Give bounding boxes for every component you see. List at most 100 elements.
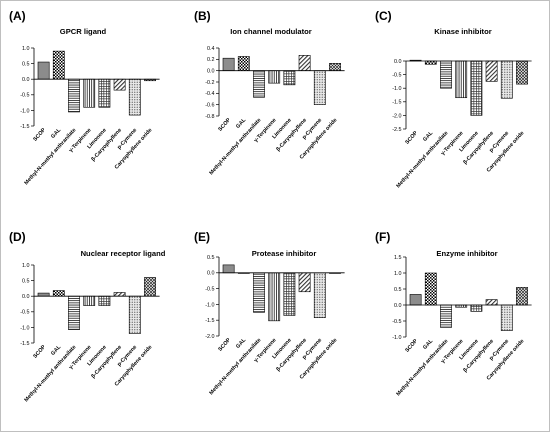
bar-1 xyxy=(222,264,235,274)
bar-6 xyxy=(485,299,498,306)
y-tick-label: 1.0 xyxy=(22,46,30,52)
chart-title: Kinase inhibitor xyxy=(434,27,491,36)
bar-8 xyxy=(516,287,528,306)
bar-3 xyxy=(253,272,265,313)
y-tick-label: -2.0 xyxy=(392,113,401,119)
bar-3 xyxy=(440,60,452,89)
bar-2 xyxy=(52,50,65,80)
category-label: GAL xyxy=(235,117,248,130)
chart-title: Nuclear receptor ligand xyxy=(81,249,166,258)
bar-3 xyxy=(253,70,265,98)
y-tick-label: -1.0 xyxy=(392,335,401,341)
y-tick-label: 0.5 xyxy=(394,287,402,293)
chart-title: Enzyme inhibitor xyxy=(436,249,497,258)
chart-title: GPCR ligand xyxy=(60,27,107,36)
y-tick-label: -2.5 xyxy=(392,127,401,133)
bar-2 xyxy=(424,272,437,306)
bar-6 xyxy=(298,55,311,71)
bar-3 xyxy=(68,78,80,113)
y-tick-label: -1.5 xyxy=(392,100,401,106)
bar-5 xyxy=(98,78,111,108)
bar-6 xyxy=(113,78,126,91)
bar-6 xyxy=(485,60,498,82)
y-tick-label: -1.0 xyxy=(392,86,401,92)
panel-letter: (C) xyxy=(375,9,392,23)
y-tick-label: 0.0 xyxy=(394,59,402,65)
bar-7 xyxy=(500,60,513,99)
bar-5 xyxy=(98,295,111,306)
y-tick-label: 0.5 xyxy=(207,255,215,261)
bar-2 xyxy=(52,290,65,297)
bar-1 xyxy=(222,57,235,71)
bar-4 xyxy=(268,70,281,84)
bar-6 xyxy=(298,272,311,293)
y-tick-label: -0.5 xyxy=(205,287,214,293)
bar-3 xyxy=(68,295,80,330)
bar-4 xyxy=(268,272,281,322)
y-tick-label: 0.2 xyxy=(207,57,215,63)
y-tick-label: -2.0 xyxy=(205,334,214,340)
category-label: GAL xyxy=(50,344,63,357)
y-tick-label: 0.5 xyxy=(22,62,30,68)
bar-2 xyxy=(424,60,437,65)
category-label: SCOP xyxy=(32,127,47,143)
chart-panel-2: (B) Ion channel modulator 0.4 0.2 0.0 -0.2 -0.… xyxy=(194,9,345,176)
y-tick-label: 0.0 xyxy=(207,69,215,75)
bar-8 xyxy=(329,62,341,71)
y-tick-label: 1.0 xyxy=(394,271,402,277)
y-tick-label: -0.4 xyxy=(205,91,214,97)
y-tick-label: -1.0 xyxy=(205,302,214,308)
chart-title: Protease inhibitor xyxy=(252,249,317,258)
bar-3 xyxy=(440,304,452,328)
category-label: SCOP xyxy=(404,338,419,354)
y-tick-label: 0.0 xyxy=(22,294,30,300)
y-tick-label: -0.6 xyxy=(205,103,214,109)
category-label: SCOP xyxy=(217,117,232,133)
y-tick-label: -0.5 xyxy=(392,73,401,79)
bar-1 xyxy=(409,294,422,306)
panel-letter: (A) xyxy=(9,9,26,23)
category-label: SCOP xyxy=(32,344,47,360)
y-tick-label: 1.0 xyxy=(22,263,30,269)
y-tick-label: 1.5 xyxy=(394,255,402,261)
y-tick-label: -0.5 xyxy=(20,93,29,99)
chart-panel-4: (D) Nuclear receptor ligand 1.0 0.5 0.0 -0.5 -… xyxy=(9,230,166,403)
panel-letter: (D) xyxy=(9,230,26,244)
panel-letter: (B) xyxy=(194,9,211,23)
bar-2 xyxy=(237,56,250,71)
y-tick-label: -1.5 xyxy=(205,318,214,324)
category-label: GAL xyxy=(50,127,63,140)
bar-5 xyxy=(470,304,483,312)
panel-letter: (F) xyxy=(375,230,390,244)
chart-title: Ion channel modulator xyxy=(230,27,311,36)
panel-letter: (E) xyxy=(194,230,210,244)
bar-1 xyxy=(37,292,50,297)
y-tick-label: -1.5 xyxy=(20,341,29,347)
bar-1 xyxy=(37,61,50,80)
y-tick-label: -1.0 xyxy=(20,108,29,114)
y-tick-label: 0.0 xyxy=(207,271,215,277)
bar-7 xyxy=(313,272,326,318)
bar-8 xyxy=(144,277,156,297)
bar-4 xyxy=(83,295,96,306)
chart-panel-3: (C) Kinase inhibitor 0.0 -0.5 -1.0 -1.5 -2.0 -2… xyxy=(375,9,532,189)
category-label: GAL xyxy=(235,337,248,350)
category-label: GAL xyxy=(422,338,435,351)
y-tick-label: -1.0 xyxy=(20,325,29,331)
y-tick-label: -1.5 xyxy=(20,124,29,130)
category-label: SCOP xyxy=(217,337,232,353)
category-label: GAL xyxy=(422,130,435,143)
bar-7 xyxy=(313,70,326,105)
category-label: SCOP xyxy=(404,130,419,146)
chart-panel-6: (F) Enzyme inhibitor 1.5 1.0 0.5 0.0 -0.5 -1.0S… xyxy=(375,230,532,397)
bar-5 xyxy=(470,60,483,116)
y-tick-label: 0.5 xyxy=(22,279,30,285)
bar-7 xyxy=(128,295,141,334)
y-tick-label: -0.2 xyxy=(205,80,214,86)
y-tick-label: -0.5 xyxy=(20,310,29,316)
y-tick-label: -0.8 xyxy=(205,114,214,120)
bar-5 xyxy=(283,272,296,316)
bar-5 xyxy=(283,70,296,86)
